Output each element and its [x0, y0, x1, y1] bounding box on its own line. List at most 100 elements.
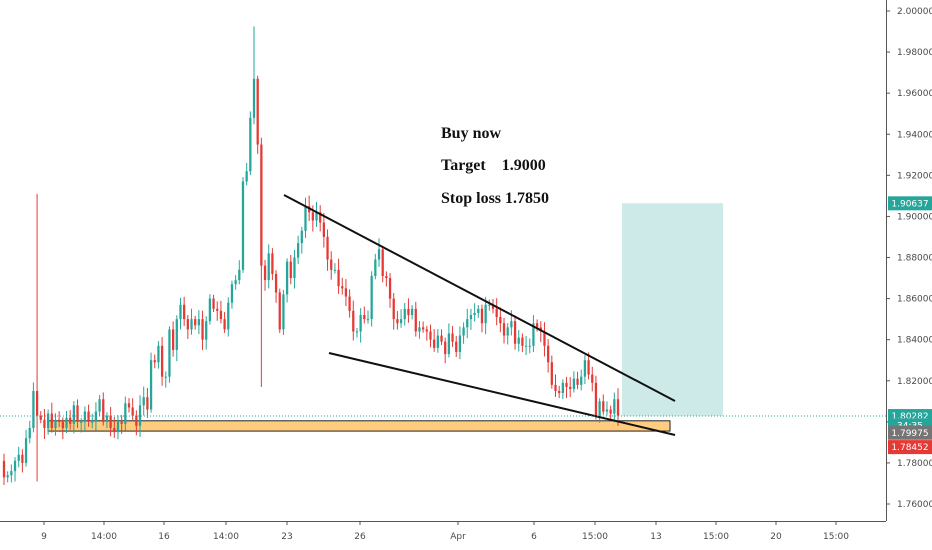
candle-body [271, 253, 274, 274]
candle-body [561, 382, 564, 394]
candle-body [359, 315, 362, 332]
candle-body [462, 327, 465, 336]
candle-body [609, 409, 612, 414]
candle-body [282, 294, 285, 330]
candle-body [344, 288, 348, 297]
candle-body [466, 319, 469, 328]
candle-body [160, 345, 164, 377]
candle-body [252, 78, 256, 118]
candle-body [576, 378, 579, 385]
candle-body [521, 337, 524, 346]
candle-body [50, 413, 53, 428]
candle-body [440, 335, 443, 342]
plot-area [0, 0, 886, 521]
candle-body [484, 304, 487, 324]
candle-body [326, 236, 329, 260]
x-axis-ticks: 9 14:00 16 14:00 23 26 Apr 6 15:00 13 15:00 20 15:00 [41, 521, 849, 542]
candle-body [499, 317, 502, 324]
candles-layer [2, 26, 620, 485]
candle-body [105, 415, 109, 422]
candle-body [168, 329, 171, 377]
candle-body [311, 212, 314, 221]
candle-body [201, 319, 204, 340]
candle-body [17, 454, 20, 461]
annotation-stop-loss: Stop loss 1.7850 [441, 190, 549, 207]
candle-body [543, 331, 546, 346]
annotation-target: Target 1.9000 [441, 157, 546, 174]
candle-body [587, 360, 590, 375]
candle-body [377, 249, 381, 260]
candle-body [558, 391, 561, 394]
candle-body [488, 304, 491, 306]
x-tick-label: 20 [770, 532, 782, 542]
candle-body [127, 403, 131, 408]
candle-body [186, 319, 189, 330]
candle-body [179, 304, 182, 320]
candle-body [149, 360, 153, 410]
candle-body [157, 345, 160, 363]
candle-body [296, 243, 300, 258]
candle-body [80, 421, 83, 423]
y-tick-label: 1.90000 [897, 212, 932, 222]
trendline-upper [283, 194, 676, 402]
target-zone [622, 203, 723, 417]
candle-body [293, 257, 296, 279]
price-tag-label: 1.90637 [891, 199, 928, 209]
candle-body [418, 327, 421, 332]
candle-body [348, 296, 351, 311]
candle-body [256, 78, 259, 145]
candle-body [212, 298, 215, 309]
candle-body [414, 308, 417, 332]
candle-body [370, 275, 373, 320]
trendline-lower [328, 352, 676, 436]
candle-body [24, 438, 28, 463]
price-tag-label: 1.78452 [891, 443, 928, 453]
candle-body [491, 304, 495, 309]
candle-body [35, 391, 39, 416]
price-tag [888, 440, 932, 455]
candle-body [455, 341, 458, 352]
annotation-block: Buy now Target 1.9000 Stop loss 1.7850 [441, 125, 549, 207]
candle-body [197, 319, 201, 326]
candle-body [403, 308, 406, 320]
candle-body [315, 212, 318, 221]
candle-body [421, 327, 425, 330]
y-tick-label: 1.76000 [897, 500, 932, 510]
trendlines-layer [283, 194, 676, 436]
candle-body [510, 321, 513, 328]
candle-body [469, 315, 473, 320]
y-tick-label: 1.98000 [897, 48, 932, 58]
candle-body [385, 275, 388, 279]
candle-body [190, 319, 193, 330]
candle-body [72, 405, 75, 424]
candle-body [322, 222, 326, 237]
candle-body [175, 319, 178, 350]
x-tick-label: 23 [281, 532, 292, 542]
candle-body [194, 319, 197, 326]
candle-body [164, 376, 167, 378]
y-tick-label: 1.82000 [897, 377, 932, 387]
candle-body [392, 298, 395, 320]
candle-body [458, 335, 462, 352]
x-tick-label: Apr [450, 532, 466, 542]
candle-body [6, 475, 9, 478]
candle-body [205, 321, 208, 340]
candle-body [83, 411, 87, 422]
candle-body [124, 403, 127, 424]
candle-body [381, 249, 384, 276]
candle-body [583, 360, 587, 377]
candle-body [447, 333, 451, 355]
candle-body [410, 308, 414, 316]
y-tick-label: 2.00000 [897, 7, 932, 17]
candle-body [267, 253, 270, 281]
candle-body [208, 298, 212, 322]
candle-body [120, 421, 123, 424]
candle-body [517, 337, 520, 344]
x-tick-label: 16 [158, 532, 170, 542]
candle-body [274, 273, 278, 293]
candle-body [355, 331, 359, 333]
candle-body [216, 308, 219, 311]
candle-body [550, 362, 553, 385]
